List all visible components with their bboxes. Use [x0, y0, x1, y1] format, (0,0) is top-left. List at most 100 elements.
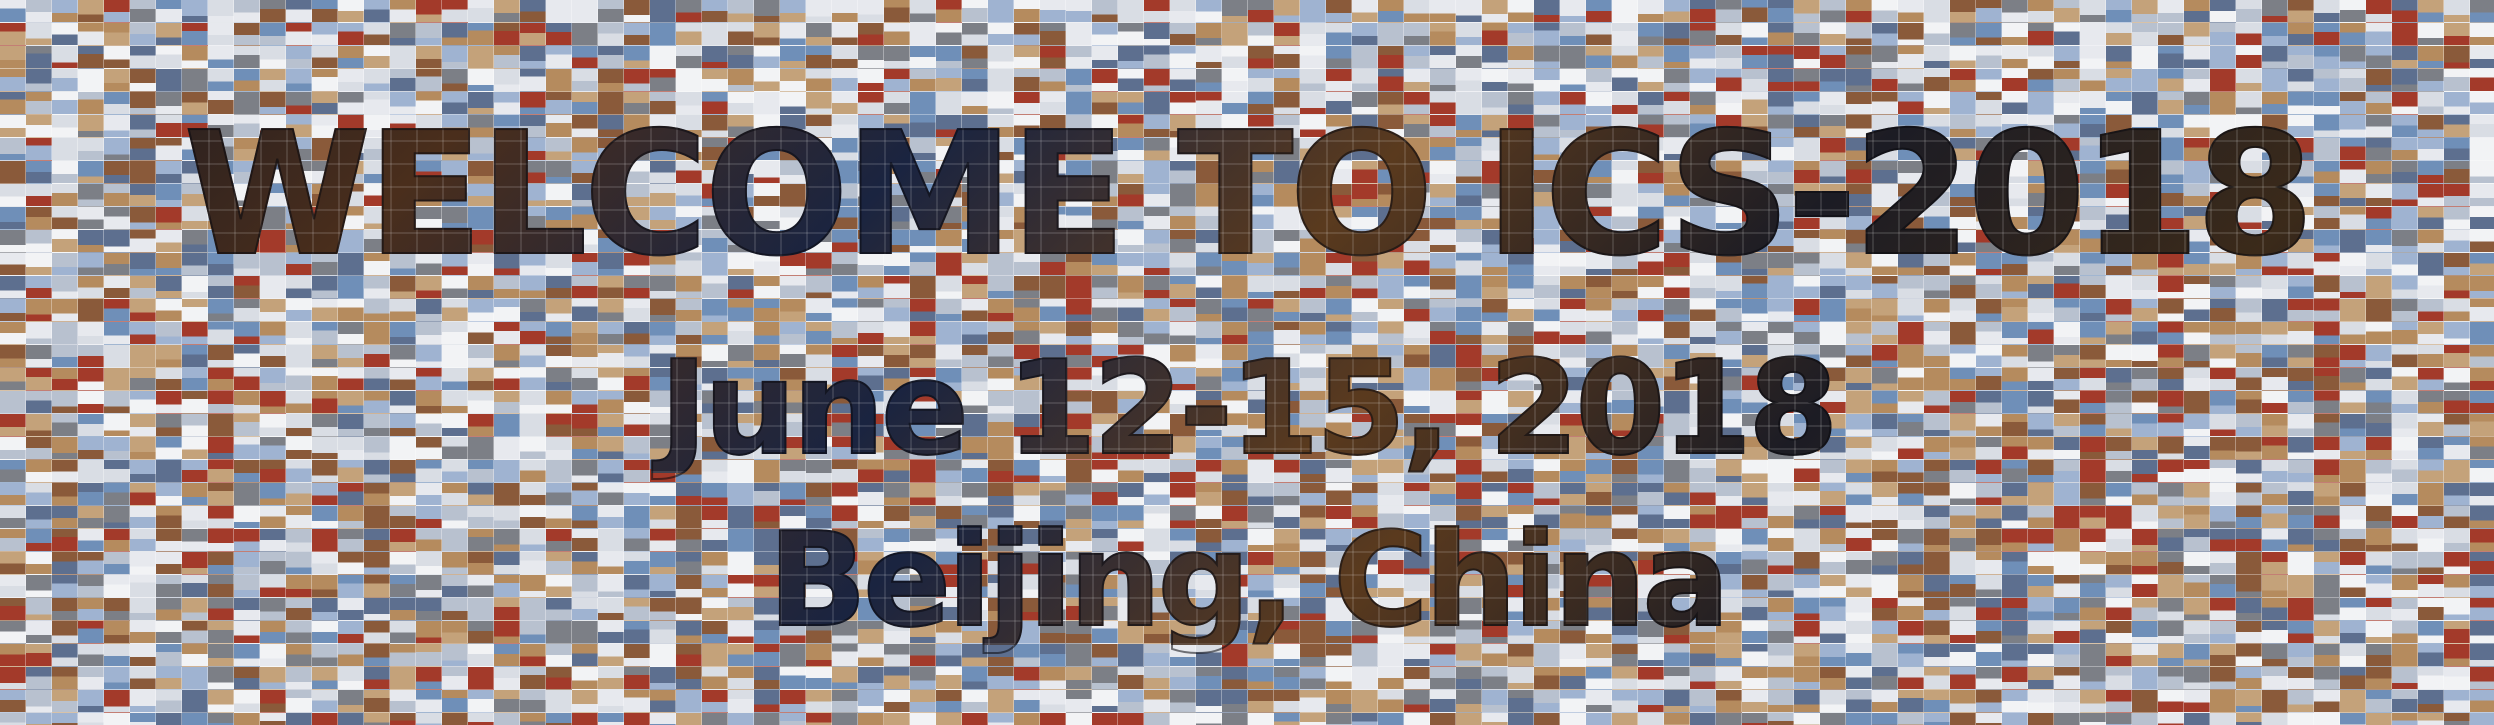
mosaic-tile [2236, 23, 2262, 46]
mosaic-tile [2028, 299, 2054, 322]
mosaic-tile [1144, 299, 1170, 322]
mosaic-tile [2158, 690, 2184, 713]
mosaic-tile [2418, 0, 2444, 23]
mosaic-tile [2470, 483, 2494, 506]
mosaic-tile [2080, 690, 2106, 713]
mosaic-tile [520, 713, 546, 725]
mosaic-tile [1560, 690, 1586, 713]
mosaic-tile [910, 690, 936, 713]
mosaic-tile [2210, 276, 2236, 299]
mosaic-tile [286, 299, 312, 322]
mosaic-tile [1092, 299, 1118, 322]
mosaic-tile [546, 46, 572, 69]
mosaic-tile [130, 644, 156, 667]
mosaic-tile [2002, 483, 2028, 506]
mosaic-tile [1170, 713, 1196, 725]
mosaic-tile [156, 299, 182, 322]
mosaic-tile [2132, 299, 2158, 322]
mosaic-tile [2366, 69, 2392, 92]
mosaic-tile [1690, 690, 1716, 713]
mosaic-tile [1404, 23, 1430, 46]
mosaic-tile [364, 46, 390, 69]
mosaic-tile [2262, 276, 2288, 299]
mosaic-tile [494, 713, 520, 725]
mosaic-tile [2392, 322, 2418, 345]
mosaic-tile [1092, 667, 1118, 690]
mosaic-tile [1248, 644, 1274, 667]
mosaic-tile [1352, 299, 1378, 322]
mosaic-tile [2132, 322, 2158, 345]
mosaic-tile [598, 644, 624, 667]
mosaic-tile [2158, 483, 2184, 506]
mosaic-tile [2080, 23, 2106, 46]
mosaic-tile [338, 46, 364, 69]
mosaic-tile [468, 0, 494, 23]
mosaic-tile [130, 690, 156, 713]
mosaic-tile [468, 667, 494, 690]
mosaic-tile [1794, 46, 1820, 69]
mosaic-tile [1066, 690, 1092, 713]
mosaic-tile [2002, 690, 2028, 713]
mosaic-tile [1820, 483, 1846, 506]
mosaic-tile [1898, 299, 1924, 322]
mosaic-tile [1560, 46, 1586, 69]
mosaic-tile [936, 713, 962, 725]
mosaic-tile [2418, 46, 2444, 69]
mosaic-tile [1612, 276, 1638, 299]
mosaic-tile [988, 690, 1014, 713]
mosaic-tile [104, 483, 130, 506]
mosaic-tile [832, 276, 858, 299]
mosaic-tile [988, 0, 1014, 23]
mosaic-tile [936, 667, 962, 690]
mosaic-tile [754, 644, 780, 667]
mosaic-tile [2392, 483, 2418, 506]
mosaic-tile [1742, 0, 1768, 23]
mosaic-tile [1170, 483, 1196, 506]
mosaic-tile [260, 322, 286, 345]
mosaic-tile [286, 69, 312, 92]
mosaic-tile [936, 276, 962, 299]
mosaic-tile [936, 0, 962, 23]
mosaic-tile [520, 644, 546, 667]
mosaic-tile [2314, 0, 2340, 23]
mosaic-tile [1846, 667, 1872, 690]
mosaic-tile [1196, 713, 1222, 725]
mosaic-tile [728, 483, 754, 506]
mosaic-tile [364, 0, 390, 23]
mosaic-tile [2236, 322, 2262, 345]
mosaic-tile [0, 69, 26, 92]
mosaic-tile [1976, 276, 2002, 299]
mosaic-tile [104, 690, 130, 713]
mosaic-tile [780, 46, 806, 69]
mosaic-tile [2340, 713, 2366, 725]
mosaic-tile [0, 0, 26, 23]
mosaic-tile [858, 483, 884, 506]
mosaic-tile [2210, 690, 2236, 713]
mosaic-tile [1534, 69, 1560, 92]
mosaic-tile [468, 69, 494, 92]
mosaic-tile [390, 46, 416, 69]
mosaic-tile [1716, 69, 1742, 92]
mosaic-tile [1768, 23, 1794, 46]
mosaic-tile [1950, 644, 1976, 667]
mosaic-tile [936, 69, 962, 92]
mosaic-tile [1040, 483, 1066, 506]
mosaic-tile [2158, 69, 2184, 92]
mosaic-tile [1716, 690, 1742, 713]
mosaic-tile [2054, 0, 2080, 23]
mosaic-tile [1404, 483, 1430, 506]
mosaic-tile [2392, 713, 2418, 725]
mosaic-tile [1014, 276, 1040, 299]
mosaic-tile [806, 483, 832, 506]
mosaic-tile [1820, 46, 1846, 69]
mosaic-tile [2366, 690, 2392, 713]
mosaic-tile [260, 644, 286, 667]
mosaic-tile [1690, 644, 1716, 667]
mosaic-tile [780, 23, 806, 46]
mosaic-tile [598, 690, 624, 713]
mosaic-tile [182, 0, 208, 23]
mosaic-tile [182, 69, 208, 92]
mosaic-tile [988, 667, 1014, 690]
mosaic-tile [1118, 690, 1144, 713]
mosaic-tile [1742, 299, 1768, 322]
